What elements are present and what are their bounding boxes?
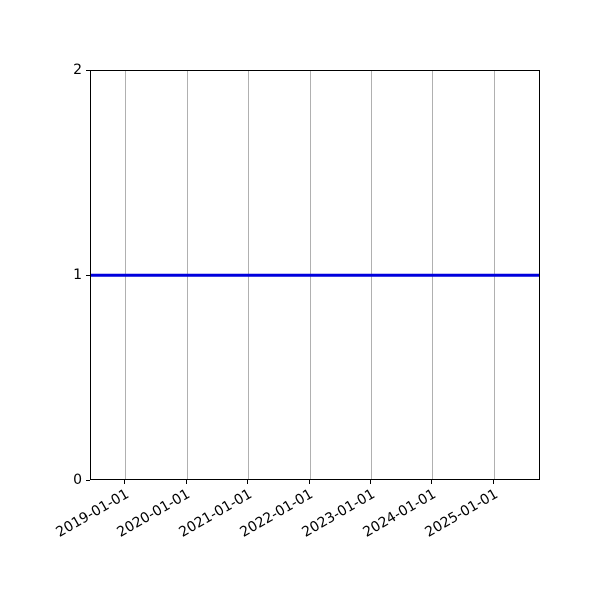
y-tick-mark [86,275,90,276]
x-tick-mark [369,480,371,484]
y-tick-mark [86,70,90,71]
y-tick-mark [86,480,90,481]
x-tick-mark [431,480,433,484]
y-tick-label: 2 [73,62,82,78]
x-tick-mark [308,480,310,484]
x-tick-mark [493,480,495,484]
y-tick-label: 1 [73,267,82,283]
x-tick-mark [185,480,187,484]
x-tick-mark [247,480,248,484]
x-tick-mark [124,480,126,484]
series-line [91,273,539,277]
plot-area [90,70,540,480]
y-tick-label: 0 [73,472,82,488]
